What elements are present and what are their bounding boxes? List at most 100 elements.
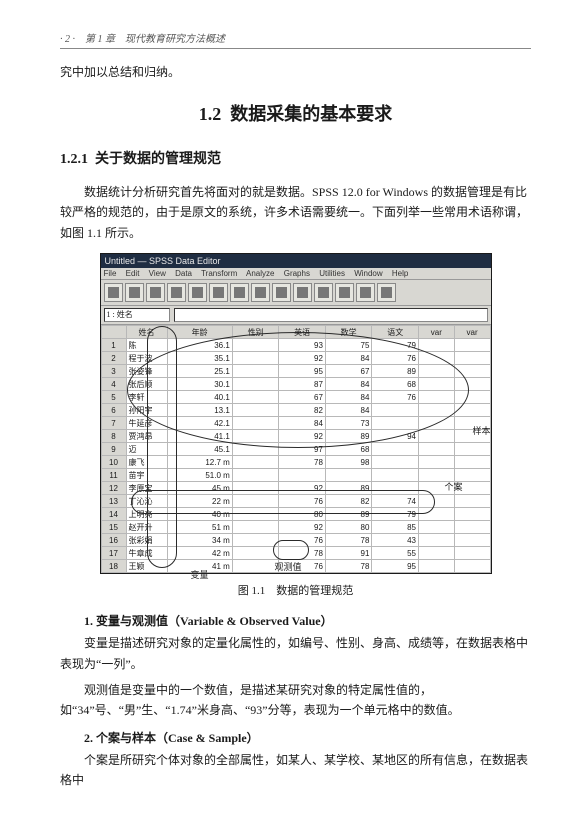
- cell[interactable]: 67: [325, 365, 372, 378]
- cell[interactable]: [419, 339, 455, 352]
- cell[interactable]: 92: [279, 521, 326, 534]
- cell[interactable]: [232, 417, 279, 430]
- cell[interactable]: 76: [279, 495, 326, 508]
- cell[interactable]: 9: [101, 443, 126, 456]
- cell[interactable]: [232, 495, 279, 508]
- column-header[interactable]: 姓名: [126, 326, 167, 339]
- menu-analyze[interactable]: Analyze: [246, 269, 274, 278]
- cell[interactable]: 8: [101, 430, 126, 443]
- cell[interactable]: 89: [325, 508, 372, 521]
- cell[interactable]: 15: [101, 521, 126, 534]
- cell[interactable]: [232, 469, 279, 482]
- table-row[interactable]: 2程于波35.1928476: [101, 352, 490, 365]
- menu-utilities[interactable]: Utilities: [319, 269, 345, 278]
- cell[interactable]: [454, 521, 490, 534]
- cell[interactable]: 84: [325, 404, 372, 417]
- cell[interactable]: 张姿锋: [126, 365, 167, 378]
- cell-address[interactable]: 1 : 姓名: [104, 308, 170, 322]
- cell[interactable]: [372, 456, 419, 469]
- cell[interactable]: [454, 534, 490, 547]
- cell[interactable]: [232, 482, 279, 495]
- cell[interactable]: 2: [101, 352, 126, 365]
- cell[interactable]: 78: [279, 456, 326, 469]
- cell[interactable]: [454, 508, 490, 521]
- cell[interactable]: 85: [372, 521, 419, 534]
- toolbar-icon[interactable]: [125, 283, 144, 302]
- cell[interactable]: 89: [372, 365, 419, 378]
- cell[interactable]: 84: [325, 391, 372, 404]
- cell[interactable]: 76: [372, 391, 419, 404]
- cell[interactable]: 丁沁沁: [126, 495, 167, 508]
- cell[interactable]: [454, 378, 490, 391]
- toolbar-icon[interactable]: [167, 283, 186, 302]
- cell[interactable]: 95: [279, 365, 326, 378]
- cell[interactable]: 上明亮: [126, 508, 167, 521]
- menu-view[interactable]: View: [149, 269, 166, 278]
- cell[interactable]: [232, 339, 279, 352]
- cell[interactable]: 16: [101, 534, 126, 547]
- cell[interactable]: 97: [279, 443, 326, 456]
- cell[interactable]: 22 m: [167, 495, 232, 508]
- cell[interactable]: 51.0 m: [167, 469, 232, 482]
- cell[interactable]: 1: [101, 339, 126, 352]
- cell[interactable]: 76: [372, 352, 419, 365]
- cell[interactable]: [232, 352, 279, 365]
- cell[interactable]: 95: [372, 560, 419, 573]
- cell[interactable]: [232, 560, 279, 573]
- cell[interactable]: 13: [101, 495, 126, 508]
- table-row[interactable]: 1陈36.1937579: [101, 339, 490, 352]
- cell[interactable]: [419, 417, 455, 430]
- cell[interactable]: [454, 339, 490, 352]
- cell[interactable]: 76: [279, 534, 326, 547]
- cell[interactable]: [419, 443, 455, 456]
- cell[interactable]: [419, 391, 455, 404]
- table-row[interactable]: 7牛延彦42.18473: [101, 417, 490, 430]
- toolbar-icon[interactable]: [335, 283, 354, 302]
- toolbar-icon[interactable]: [230, 283, 249, 302]
- cell[interactable]: [232, 547, 279, 560]
- menu-help[interactable]: Help: [392, 269, 408, 278]
- cell[interactable]: [454, 495, 490, 508]
- cell[interactable]: 25.1: [167, 365, 232, 378]
- cell[interactable]: 10: [101, 456, 126, 469]
- cell[interactable]: 陈: [126, 339, 167, 352]
- cell[interactable]: 79: [372, 508, 419, 521]
- cell[interactable]: 41.1: [167, 430, 232, 443]
- cell[interactable]: 赵开升: [126, 521, 167, 534]
- cell[interactable]: 55: [372, 547, 419, 560]
- column-header[interactable]: [101, 326, 126, 339]
- cell[interactable]: [372, 443, 419, 456]
- cell[interactable]: 40.1: [167, 391, 232, 404]
- cell[interactable]: [454, 365, 490, 378]
- cell[interactable]: 5: [101, 391, 126, 404]
- cell[interactable]: [419, 430, 455, 443]
- table-row[interactable]: 12李原宝45 m9289: [101, 482, 490, 495]
- column-header[interactable]: 性别: [232, 326, 279, 339]
- table-row[interactable]: 13丁沁沁22 m768274: [101, 495, 490, 508]
- cell[interactable]: [419, 560, 455, 573]
- toolbar-icon[interactable]: [209, 283, 228, 302]
- cell[interactable]: [419, 352, 455, 365]
- toolbar-icon[interactable]: [188, 283, 207, 302]
- menu-edit[interactable]: Edit: [126, 269, 140, 278]
- table-row[interactable]: 10康飞12.7 m7898: [101, 456, 490, 469]
- toolbar-icon[interactable]: [251, 283, 270, 302]
- table-row[interactable]: 17牛章成42 m789155: [101, 547, 490, 560]
- toolbar-icon[interactable]: [146, 283, 165, 302]
- cell[interactable]: 3: [101, 365, 126, 378]
- cell[interactable]: 迈: [126, 443, 167, 456]
- table-row[interactable]: 15赵开升51 m928085: [101, 521, 490, 534]
- cell[interactable]: [454, 456, 490, 469]
- cell[interactable]: 91: [325, 547, 372, 560]
- column-header[interactable]: 英语: [279, 326, 326, 339]
- cell[interactable]: 89: [325, 482, 372, 495]
- cell[interactable]: 11: [101, 469, 126, 482]
- column-header[interactable]: var: [419, 326, 455, 339]
- cell[interactable]: 68: [325, 443, 372, 456]
- cell[interactable]: 李原宝: [126, 482, 167, 495]
- cell[interactable]: 45 m: [167, 482, 232, 495]
- cell[interactable]: [419, 456, 455, 469]
- cell[interactable]: [279, 469, 326, 482]
- cell[interactable]: 93: [279, 339, 326, 352]
- cell[interactable]: 98: [325, 456, 372, 469]
